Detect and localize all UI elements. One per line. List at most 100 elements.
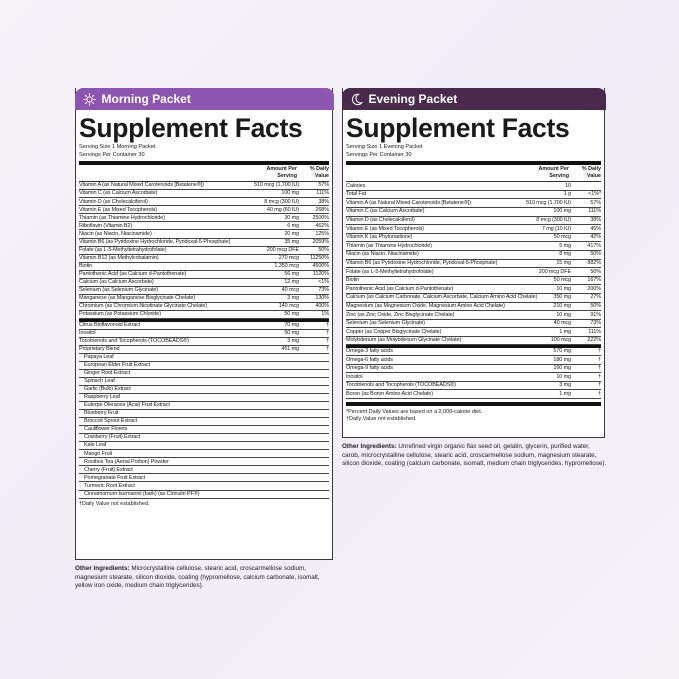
nutrient-amount: 10 mg (556, 285, 571, 292)
nutrient-name: Vitamin C (as Calcium Ascorbate) (346, 208, 425, 215)
nutrient-amount: 12 mg (284, 278, 299, 285)
nutrient-name: Blueberry Fruit (84, 410, 119, 417)
nutrient-name: Omega-9 fatty acids (346, 365, 393, 372)
nutrient-name: Ginger Root Extract (84, 370, 131, 377)
nutrient-amount: 3 mg (287, 295, 299, 302)
nutrient-daily-value: 50% (318, 246, 329, 253)
nutrient-daily-value: <1% (318, 278, 329, 285)
nutrient-row: Zinc (as Zinc Oxide, Zinc Bisglycinate C… (346, 311, 601, 320)
nutrient-daily-value: 1% (321, 311, 329, 318)
nutrient-row: Vitamin B6 (as Pyridoxine Hydrochloride,… (79, 239, 329, 247)
nutrient-daily-value: 38% (318, 198, 329, 205)
nutrient-daily-value: 50% (590, 251, 601, 258)
nutrient-row: Selenium (as Selenium Glycinate) 40 mcg 73… (346, 320, 601, 329)
nutrient-amount: 1 g (563, 191, 571, 198)
nutrient-daily-value: 4500% (312, 262, 329, 269)
other-ingredients-label: Other Ingredients: (342, 443, 397, 450)
nutrient-daily-value: † (326, 329, 329, 336)
footnote: †Daily Value not established. (346, 416, 417, 423)
nutrient-amount: 210 mg (553, 303, 571, 309)
nutrient-name: Papaya Leaf (84, 353, 114, 360)
nutrient-daily-value: 2500% (312, 214, 329, 221)
nutrient-amount: 50 mcg (553, 234, 571, 241)
nutrient-name: Pantothenic Acid (as Calcium d-Pantothen… (346, 285, 454, 292)
nutrient-row: Mango Fruit (79, 450, 329, 459)
nutrient-amount: 270 mcg (278, 254, 299, 261)
nutrient-row: Calcium (as Calcium Ascorbate) 12 mg <1% (79, 279, 329, 287)
nutrient-amount: 100 mcg (550, 337, 571, 344)
other-ingredients-text: Microcrystalline cellulose, stearic acid… (75, 565, 320, 590)
column-headers: Amount Per Serving % Daily Value (79, 165, 329, 183)
nutrient-daily-value: 882% (587, 260, 601, 267)
nutrient-table: Calories 10 Total Fat 1 g <1%* Vitamin A (as … (346, 182, 601, 400)
nutrient-row: Vitamin C (as Calcium Ascorbate) 100 mg 11… (346, 208, 601, 217)
nutrient-name: Vitamin K (as Phytonadione) (346, 234, 413, 241)
nutrient-name: Inositol (346, 373, 363, 380)
nutrient-amount: 40 mcg (553, 320, 571, 327)
nutrient-name: Vitamin D (as Cholecalciferol) (346, 217, 415, 224)
evening-packet-title: Evening Packet (368, 92, 458, 106)
nutrient-name: Vitamin C (as Calcium Ascorbate) (79, 190, 158, 197)
nutrient-row: Rooibos Tea (Aerial Portion) Powder (79, 458, 329, 467)
nutrient-name: Pantothenic Acid (as Calcium d-Pantothen… (79, 270, 187, 277)
nutrient-row: Proprietary Blend 451 mg † (79, 346, 329, 354)
nutrient-row: Vitamin C (as Calcium Ascorbate) 100 mg 11… (79, 190, 329, 199)
nutrient-name: Thiamin (as Thiamine Hydrochloride) (346, 242, 432, 249)
nutrient-row: Omega-9 fatty acids 160 mg † (346, 365, 601, 374)
nutrient-amount: 6 mg (287, 222, 299, 229)
nutrient-row: Vitamin D (as Cholecalciferol) 8 mcg (300… (79, 198, 329, 207)
nutrient-row: Cauliflower Florets (79, 426, 329, 435)
nutrient-row: Garlic (Bulb) Extract (79, 386, 329, 394)
nutrient-name: Mango Fruit (84, 450, 113, 457)
nutrient-daily-value: 42% (590, 234, 601, 241)
nutrient-daily-value: 73% (318, 287, 329, 294)
other-ingredients-label: Other Ingredients: (75, 565, 130, 572)
nutrient-amount: 100 mg (281, 190, 299, 197)
nutrient-amount: 35 mg (284, 238, 299, 245)
nutrient-amount: 30 mg (284, 214, 299, 221)
nutrient-row: Magnesium (as Magnesium Oxide, Magnesium… (346, 303, 601, 312)
nutrient-row: Niacin (as Niacin, Niacinamide) 8 mg 50% (346, 251, 601, 260)
other-ingredients-text: Unrefined virgin organic flax seed oil, … (342, 443, 607, 468)
nutrient-amount: 3 mg (287, 337, 299, 344)
nutrient-row: Inositol 50 mg † (79, 330, 329, 338)
nutrient-name: Niacin (as Niacin, Niacinamide) (346, 251, 419, 258)
nutrient-amount: 510 mcg (1,700 IU) (254, 182, 299, 189)
nutrient-row: Omega-3 fatty acids 570 mg † (346, 345, 601, 357)
nutrient-amount: 180 mg (553, 356, 571, 363)
nutrient-daily-value: † (598, 365, 601, 372)
nutrient-name: Cherry (Fruit) Extract (84, 466, 133, 473)
footnote: *Percent Daily Values are based on a 2,0… (346, 409, 483, 416)
nutrient-name: Biotin (79, 262, 93, 269)
nutrient-row: Ginger Root Extract (79, 370, 329, 378)
nutrient-row: Cranberry (Fruit) Extract (79, 434, 329, 443)
nutrient-name: Total Fat (346, 191, 367, 198)
nutrient-daily-value: † (326, 321, 329, 328)
nutrient-daily-value: 57% (590, 199, 601, 206)
morning-packet-title: Morning Packet (101, 92, 191, 106)
nutrient-daily-value: 125% (315, 230, 329, 237)
nutrient-amount: 40 mcg (281, 287, 299, 294)
morning-facts: Supplement Facts Serving Size 1 Morning … (79, 110, 329, 508)
morning-packet-header: Morning Packet (74, 88, 334, 110)
nutrient-table: Vitamin A (as Natural Mixed Carotenoids … (79, 182, 329, 499)
nutrient-name: Zinc (as Zinc Oxide, Zinc Bisglycinate C… (346, 311, 455, 318)
morning-other-ingredients: Other Ingredients: Microcrystalline cell… (75, 565, 337, 591)
nutrient-row: Vitamin B12 (as Methylcobalamin) 270 mcg 1… (79, 255, 329, 263)
column-headers: Amount Per Serving % Daily Value (346, 165, 601, 183)
nutrient-row: European Elder Fruit Extract (79, 362, 329, 370)
nutrient-row: Euterpe Oleracea (Acai) Fruit Extract (79, 402, 329, 411)
evening-facts: Supplement Facts Serving Size 1 Evening … (346, 110, 601, 423)
servings-per-container: Servings Per Container 30 (79, 151, 145, 158)
nutrient-row: Folate (as L-5-Methyltetrahydrofolate) 20… (346, 268, 601, 277)
nutrient-row: Thiamin (as Thiamine Hydrochloride) 30 mg… (79, 214, 329, 223)
nutrient-row: Kale Leaf (79, 442, 329, 451)
evening-packet-header: Evening Packet (341, 88, 606, 110)
nutrient-amount: 10 mg (556, 373, 571, 380)
nutrient-row: Boron (as Boron Amino Acid Chelate) 1 mg † (346, 390, 601, 400)
nutrient-row: Pantothenic Acid (as Calcium d-Pantothen… (79, 271, 329, 279)
nutrient-daily-value: 91% (590, 311, 601, 318)
nutrient-daily-value: 57% (318, 182, 329, 189)
nutrient-name: Euterpe Oleracea (Acai) Fruit Extract (84, 402, 170, 409)
nutrient-daily-value: 11250% (309, 254, 329, 261)
